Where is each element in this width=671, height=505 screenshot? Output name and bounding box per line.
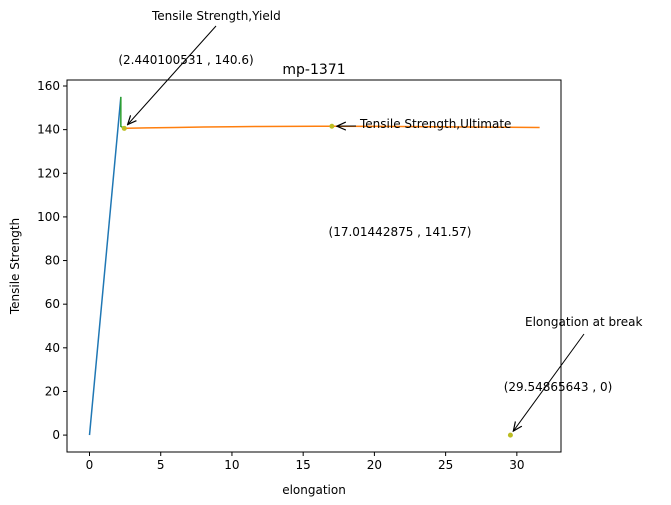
y-tick-label: 0 xyxy=(52,428,60,442)
axis-ticks: 0 5 10 15 20 25 30 0 20 40 60 80 100 120 140 160 xyxy=(37,79,524,472)
series-line-2 xyxy=(120,96,125,129)
annotations: Tensile Strength,Yield Tensile Strength,U… xyxy=(118,9,643,431)
y-tick-label: 160 xyxy=(37,79,60,93)
marker-point-1 xyxy=(121,125,127,131)
series-line-1 xyxy=(88,96,122,436)
value-label: (2.440100531 , 140.6) xyxy=(118,53,253,67)
marker-point-3 xyxy=(507,432,513,438)
y-axis-label: Tensile Strength xyxy=(8,218,22,315)
y-tick-label: 20 xyxy=(45,384,60,398)
x-tick-label: 30 xyxy=(509,458,524,472)
plot-frame xyxy=(66,79,562,453)
marker-point-2 xyxy=(329,123,335,129)
value-label: (29.54865643 , 0) xyxy=(504,380,613,394)
x-tick-label: 20 xyxy=(367,458,382,472)
x-tick-label: 10 xyxy=(224,458,239,472)
y-tick-label: 100 xyxy=(37,210,60,224)
x-tick-label: 0 xyxy=(86,458,94,472)
annotation-arrow xyxy=(513,333,585,431)
x-tick-label: 15 xyxy=(296,458,311,472)
x-tick-label: 5 xyxy=(157,458,165,472)
annotation-label: Tensile Strength,Yield xyxy=(151,9,281,23)
annotation-arrow xyxy=(128,25,217,125)
y-tick-label: 140 xyxy=(37,123,60,137)
chart-title: mp-1371 xyxy=(282,62,345,78)
y-tick-label: 40 xyxy=(45,341,60,355)
annotation-label: Elongation at break xyxy=(525,315,643,329)
annotation-label: Tensile Strength,Ultimate xyxy=(359,117,511,131)
y-tick-label: 60 xyxy=(45,297,60,311)
series-line-3 xyxy=(124,125,540,130)
y-tick-label: 80 xyxy=(45,254,60,268)
y-tick-label: 120 xyxy=(37,166,60,180)
x-axis-label: elongation xyxy=(282,483,346,497)
plot-area xyxy=(88,96,540,438)
value-label: (17.01442875 , 141.57) xyxy=(329,225,472,239)
x-tick-label: 25 xyxy=(438,458,453,472)
